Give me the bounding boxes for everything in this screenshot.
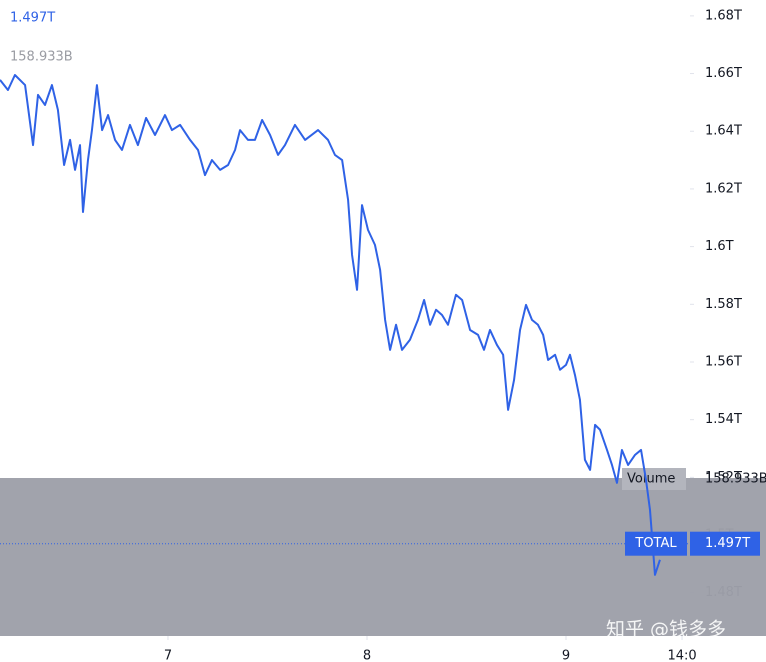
y-tick-label: 1.66T (705, 66, 742, 81)
y-tick-label: 1.62T (705, 181, 742, 196)
y-tick-label: 1.6T (705, 239, 734, 254)
price-label: 1.497T (705, 536, 750, 551)
x-tick-label: 8 (363, 649, 371, 662)
price-badge (690, 531, 760, 556)
volume-label-box (622, 468, 686, 490)
series-line (0, 73, 661, 576)
volume-header-value: 158.933B (10, 50, 73, 65)
header-value: 1.497T (10, 11, 55, 26)
volume-label: Volume (627, 472, 675, 487)
y-tick-label: 1.54T (705, 412, 742, 427)
volume-pane (0, 478, 766, 636)
x-tick-label: 7 (164, 649, 172, 662)
series-name: TOTAL (634, 536, 677, 551)
y-tick-label: 1.58T (705, 297, 742, 312)
y-tick-label: 1.64T (705, 124, 742, 139)
x-tick-label: 9 (562, 649, 570, 662)
watermark: 知乎 @钱多多 (606, 619, 726, 641)
volume-value: 158.933B (705, 472, 766, 487)
y-tick-label: 1.68T (705, 8, 742, 23)
series-badge (625, 531, 687, 556)
x-tick-label: 14:0 (667, 649, 696, 662)
y-tick-label: 1.56T (705, 354, 742, 369)
